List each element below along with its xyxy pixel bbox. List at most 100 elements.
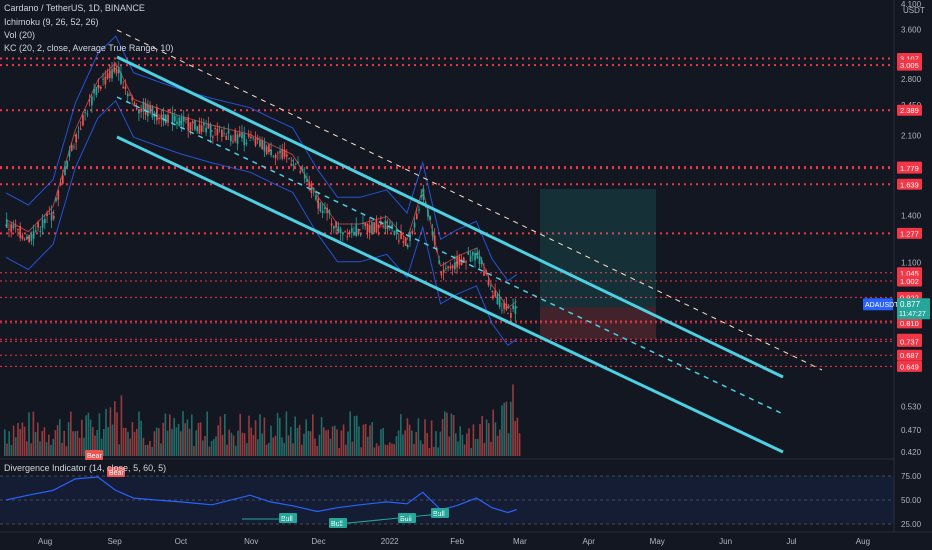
- price-point: [475, 253, 478, 255]
- candle-body: [75, 134, 78, 143]
- candle-body: [279, 150, 281, 153]
- candle-body: [489, 285, 492, 287]
- volume-bar: [195, 430, 197, 456]
- volume-bar: [507, 433, 510, 456]
- volume-bar: [450, 413, 453, 456]
- level-tag-label: 0.649: [900, 362, 919, 371]
- candle-body: [299, 171, 302, 173]
- volume-bar: [67, 422, 70, 456]
- legend-symbol[interactable]: Cardano / TetherUS, 1D, BINANCE: [4, 3, 145, 13]
- volume-bar: [155, 427, 158, 456]
- volume-bar: [446, 412, 448, 456]
- volume-bar: [180, 431, 182, 456]
- candle-body: [55, 197, 57, 202]
- candle-body: [120, 72, 122, 84]
- level-tag-label: 1.045: [900, 269, 919, 278]
- candle-body: [451, 265, 454, 269]
- volume-bar: [510, 401, 512, 456]
- candle-body: [400, 231, 402, 240]
- volume-bar: [358, 426, 360, 456]
- volume-bar: [466, 433, 468, 456]
- level-tag-label: 0.922: [900, 293, 919, 302]
- volume-bar: [334, 425, 336, 456]
- candle-body: [350, 227, 353, 233]
- resistance-trendline: [116, 29, 823, 371]
- volume-bar: [314, 438, 316, 456]
- volume-bar: [371, 422, 373, 456]
- time-tick-label: Aug: [856, 537, 870, 546]
- bull-divergence-line: [337, 513, 441, 525]
- volume-bar: [81, 419, 83, 456]
- volume-bar: [136, 428, 138, 456]
- candle-body: [100, 86, 102, 89]
- volume-bar: [518, 433, 521, 456]
- level-tag: [897, 104, 922, 116]
- candle-body: [411, 231, 414, 234]
- candle-body: [41, 219, 44, 228]
- candle-body: [404, 237, 407, 246]
- volume-bar: [206, 411, 208, 456]
- volume-bar: [490, 441, 492, 456]
- volume-bar: [87, 412, 90, 456]
- volume-bar: [96, 429, 98, 456]
- candle-body: [465, 261, 467, 263]
- volume-bar: [83, 437, 85, 456]
- candle-body: [263, 142, 266, 152]
- candle-body: [61, 175, 64, 184]
- volume-bar: [232, 435, 235, 456]
- candle-body: [384, 220, 387, 230]
- volume-bar: [85, 415, 87, 456]
- candle-body: [10, 224, 13, 232]
- volume-bar: [356, 415, 358, 456]
- candle-body: [346, 236, 349, 238]
- volume-bar: [349, 411, 351, 456]
- candle-body: [39, 230, 42, 232]
- candle-body: [283, 149, 286, 157]
- volume-bar: [424, 419, 426, 456]
- volume-bar: [320, 417, 323, 456]
- volume-bar: [76, 430, 79, 456]
- volume-bar: [492, 409, 494, 456]
- candle-body: [389, 222, 391, 224]
- current-price-label: 0.877: [900, 300, 921, 309]
- volume-bar: [254, 420, 257, 456]
- volume-bar: [342, 424, 345, 456]
- legend-volume[interactable]: Vol (20): [4, 30, 36, 40]
- volume-bar: [380, 429, 382, 456]
- candle-body: [321, 210, 324, 213]
- candle-body: [339, 228, 342, 234]
- price-tick-label: 2.800: [901, 75, 922, 84]
- candle-body: [156, 107, 158, 121]
- level-tag-label: 0.737: [900, 337, 919, 346]
- volume-bar: [430, 420, 433, 456]
- candle-body: [272, 155, 275, 157]
- volume-bar: [382, 427, 384, 456]
- legend-ichimoku[interactable]: Ichimoku (9, 26, 52, 26): [4, 17, 99, 27]
- candle-body: [433, 235, 436, 244]
- volume-bar: [19, 429, 21, 456]
- volume-bar: [162, 422, 164, 456]
- candle-body: [498, 296, 501, 307]
- volume-bar: [107, 427, 109, 456]
- candle-body: [50, 212, 53, 221]
- volume-bar: [329, 438, 332, 456]
- candle-body: [198, 124, 201, 134]
- candle-body: [5, 219, 8, 228]
- candle-body: [135, 107, 138, 110]
- candle-body: [281, 148, 284, 159]
- volume-bar: [298, 424, 301, 456]
- volume-bar: [325, 430, 327, 456]
- level-tag-label: 3.005: [900, 61, 919, 70]
- candle-body: [496, 294, 499, 305]
- divergence-tag: [85, 450, 103, 460]
- indicator-pane-title[interactable]: Divergence Indicator (14, close, 5, 60, …: [4, 463, 167, 473]
- symbol-tag-label: ADAUSDT: [865, 302, 899, 309]
- legend-keltner[interactable]: KC (20, 2, close, Average True Range, 10…: [4, 43, 174, 53]
- candle-body: [108, 70, 111, 78]
- volume-bar: [125, 427, 127, 456]
- volume-bar: [171, 429, 173, 456]
- price-point: [52, 211, 54, 214]
- volume-bar: [120, 395, 123, 456]
- volume-bar: [331, 426, 334, 456]
